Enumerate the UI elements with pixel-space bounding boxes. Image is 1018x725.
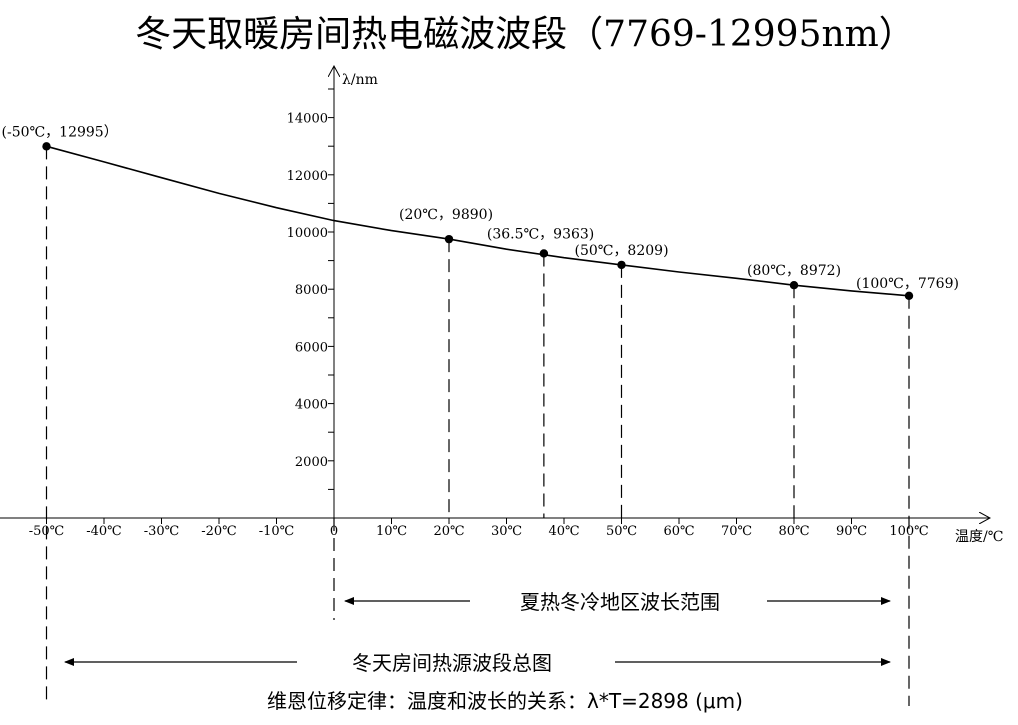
total-range-label: 冬天房间热源波段总图 <box>352 651 552 675</box>
x-tick-label: -10℃ <box>259 524 294 539</box>
data-point-label: (20℃，9890) <box>399 207 493 223</box>
x-ticks: -50℃ -40℃ -30℃ -20℃ -10℃ 0 10℃ 20℃ 30℃ 40℃ 50℃ 60℃ 7… <box>29 518 929 539</box>
y-tick-label: 6000 <box>295 340 328 355</box>
dashed-guides <box>45 146 910 706</box>
y-tick-label: 14000 <box>287 112 328 127</box>
y-tick-label: 10000 <box>287 226 328 241</box>
x-tick-label: 10℃ <box>376 524 407 539</box>
y-tick-label: 8000 <box>295 283 328 298</box>
summer-range-label: 夏热冬冷地区波长范围 <box>520 590 720 614</box>
wavelength-curve <box>46 145 910 297</box>
x-tick-label: 30℃ <box>491 524 522 539</box>
x-tick-label: 0 <box>330 524 338 539</box>
data-point <box>789 280 799 290</box>
y-tick-label: 2000 <box>295 455 328 470</box>
y-tick-label: 4000 <box>295 398 328 413</box>
x-tick-label: 70℃ <box>721 524 752 539</box>
wien-law-caption: 维恩位移定律：温度和波长的关系：λ*T=2898 (μm) <box>267 689 743 713</box>
x-tick-label: 80℃ <box>778 524 809 539</box>
x-axis-label: 温度/℃ <box>955 529 1003 545</box>
data-point-label: (100℃，7769) <box>856 276 959 292</box>
y-tick-label: 12000 <box>287 169 328 184</box>
data-point-label: (-50℃，12995） <box>2 124 118 140</box>
data-point <box>617 260 626 270</box>
x-tick-label: 20℃ <box>433 524 464 539</box>
data-point <box>539 249 549 258</box>
data-point-label: (80℃，8972) <box>747 263 841 279</box>
data-point <box>904 291 914 301</box>
data-point-label: (36.5℃，9363) <box>487 226 594 242</box>
x-tick-label: 100℃ <box>889 524 928 539</box>
data-point <box>42 142 51 151</box>
x-tick-label: -30℃ <box>144 524 179 539</box>
data-point-label: (50℃，8209) <box>575 243 669 259</box>
x-tick-label: 90℃ <box>836 524 867 539</box>
x-tick-label: 60℃ <box>663 524 694 539</box>
x-tick-label: 50℃ <box>606 524 637 539</box>
chart-title: 冬天取暖房间热电磁波波段（7769-12995nm） <box>135 14 915 55</box>
data-points: (-50℃，12995） (20℃，9890) (36.5℃，9363)(50℃，8… <box>2 124 959 301</box>
y-axis-label: λ/nm <box>342 72 378 88</box>
x-tick-label: 40℃ <box>548 524 579 539</box>
x-tick-label: -20℃ <box>201 524 236 539</box>
y-ticks: 2000 4000 6000 8000 10000 12000 14000 <box>287 88 334 490</box>
x-tick-label: -40℃ <box>86 524 121 539</box>
data-point <box>444 234 454 244</box>
